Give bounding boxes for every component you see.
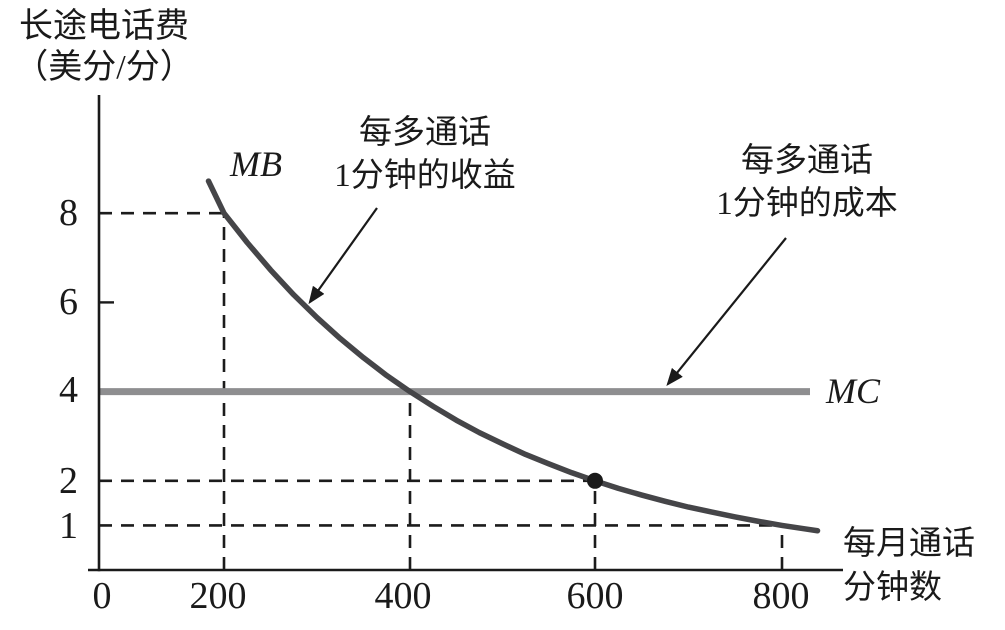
x-tick-label-400: 400	[374, 575, 432, 617]
x-tick-label-200: 200	[189, 575, 247, 617]
y-tick-label-4: 4	[59, 369, 78, 411]
y-axis-title-line2: （美分/分）	[14, 49, 194, 86]
annotation-marginal-benefit: 每多通话 1分钟的收益	[294, 112, 556, 198]
y-tick-label-6: 6	[59, 281, 78, 323]
x-tick-label-600: 600	[566, 575, 624, 617]
annotation-marginal-cost: 每多通话 1分钟的成本	[676, 140, 938, 226]
x-axis-title: 每月通话 分钟数	[843, 522, 1005, 610]
x-tick-label-800: 800	[752, 575, 810, 617]
annotation-marginal-benefit-line1: 每多通话	[359, 115, 491, 151]
annotation-marginal-benefit-line2: 1分钟的收益	[334, 158, 516, 194]
y-tick-label-2: 2	[59, 460, 78, 502]
y-axis-title-line1: 长途电话费	[19, 8, 189, 45]
y-tick-label-8: 8	[59, 192, 78, 234]
y-tick-label-1: 1	[59, 505, 78, 547]
mb-curve-label: MB	[230, 144, 282, 184]
annotation-marginal-cost-line1: 每多通话	[741, 143, 873, 179]
x-axis-title-line1: 每月通话	[843, 526, 975, 562]
y-axis-title: 长途电话费 （美分/分）	[4, 6, 204, 88]
mc-line-label: MC	[826, 371, 880, 411]
x-tick-label-0: 0	[92, 575, 112, 617]
x-axis-title-line2: 分钟数	[843, 570, 942, 606]
annotation-marginal-cost-line2: 1分钟的成本	[716, 186, 898, 222]
